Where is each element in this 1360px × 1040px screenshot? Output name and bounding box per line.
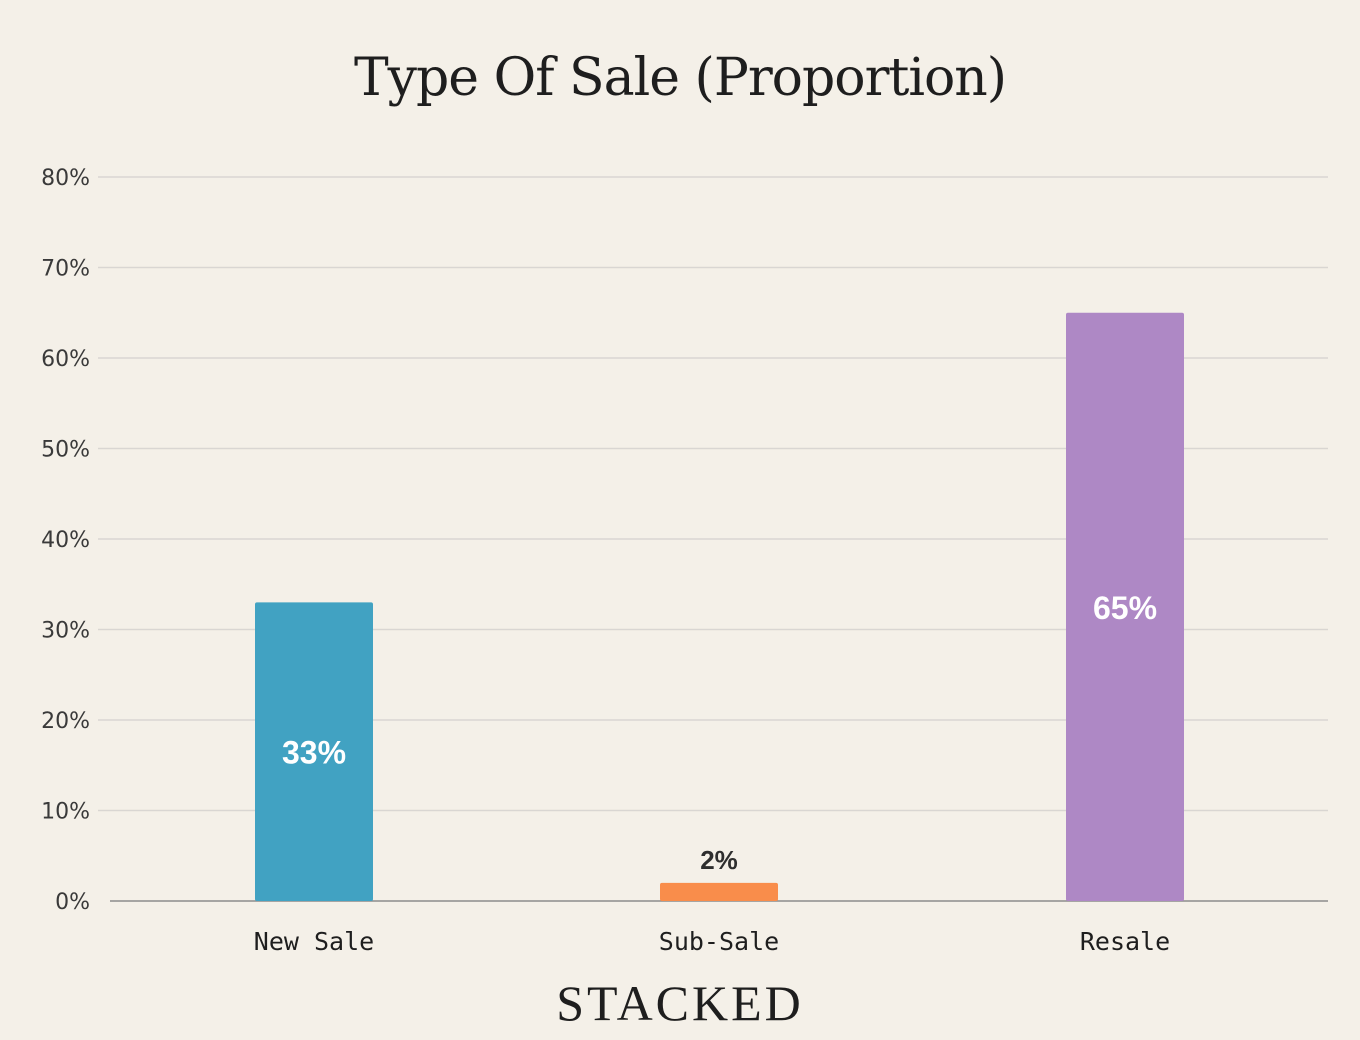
x-tick-label: New Sale [254,927,374,956]
y-tick-label: 70% [41,257,90,282]
chart-title: Type Of Sale (Proportion) [353,48,1007,108]
y-tick-label: 30% [41,619,90,644]
bar-sub-sale [660,882,778,901]
data-label: 65% [1093,590,1157,626]
y-tick-label: 50% [41,438,90,463]
y-tick-label: 60% [41,347,90,372]
y-tick-label: 0% [55,890,90,915]
data-label: 2% [700,845,738,875]
bar-resale [1066,312,1184,901]
y-tick-label: 10% [41,800,90,825]
x-tick-label: Sub-Sale [659,927,779,956]
y-tick-label: 40% [41,528,90,553]
brand-logo: STACKED [556,975,804,1031]
y-tick-label: 20% [41,709,90,734]
data-label: 33% [282,735,346,771]
y-tick-label: 80% [41,166,90,191]
x-tick-label: Resale [1080,927,1170,956]
bar-new-sale [255,602,373,901]
